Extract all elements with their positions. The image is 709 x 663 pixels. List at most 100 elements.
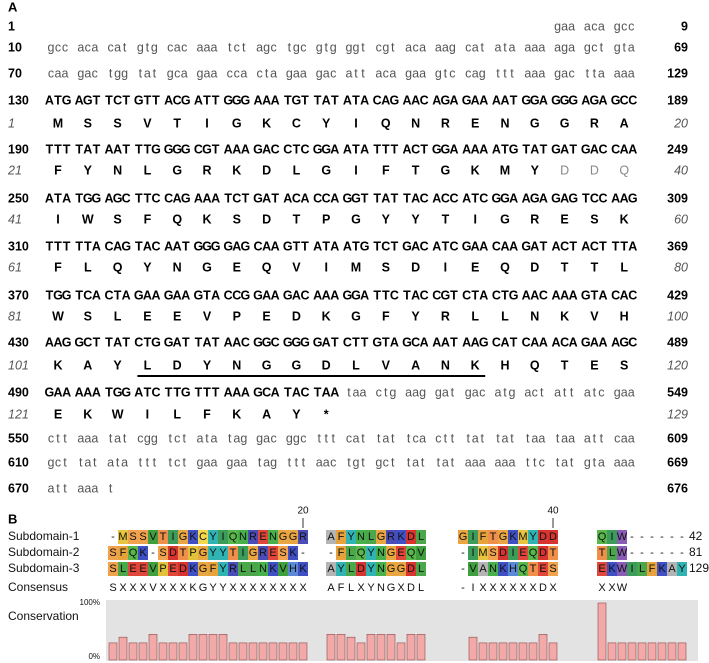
residue-cell: [518, 530, 528, 544]
residue-cell: [148, 530, 158, 544]
residue-cell: [637, 562, 647, 576]
residue-cell: [128, 546, 138, 560]
codons: gcc aca cat gtg cac aaa tct agc tgc gtg …: [48, 40, 635, 54]
row-start: 310: [8, 239, 29, 253]
residue-cell: [258, 530, 268, 544]
conservation-bar: [108, 642, 118, 661]
row-start: 41: [8, 212, 22, 226]
residue-cell: [617, 562, 627, 576]
residue-cell: [607, 530, 617, 544]
residues: E K W I L F K A Y *: [54, 407, 329, 421]
residues: D D Q: [560, 163, 629, 177]
row-end: 429: [667, 288, 688, 302]
residue-cell: [416, 530, 426, 544]
sequence-end: 129: [689, 561, 709, 575]
residue-cell: [138, 546, 148, 560]
codons: TTT TTA CAG TAC AAT GGG GAG CAA GTT ATA …: [46, 239, 638, 253]
residue-cell: [288, 530, 298, 544]
residue-cell: [597, 562, 607, 576]
residue-cell: [218, 530, 228, 544]
residue-cell: [326, 530, 336, 544]
residue-cell: [617, 530, 627, 544]
residue-cell: [498, 530, 508, 544]
residue-cell: [258, 546, 268, 560]
residue-cell: [178, 562, 188, 576]
residue-cell: [356, 530, 366, 544]
codons: GAA AAA TGG ATC TTG TTT AAA GCA TAC TAA: [45, 385, 340, 399]
residue-cell: [288, 546, 298, 560]
alignment-block: QIW------: [598, 531, 684, 543]
row-end: 669: [667, 455, 688, 469]
residue-cell: [148, 562, 158, 576]
alignment-block: EKWILFKAY: [598, 563, 686, 575]
conservation-tick-label: 100%: [80, 598, 100, 607]
codons: taa ctg aag gat gac atg act att atc gaa: [347, 385, 634, 399]
residue-cell: [488, 546, 498, 560]
row-end: 129: [667, 407, 688, 421]
conservation-bar: [118, 636, 128, 661]
residue-cell: [158, 530, 168, 544]
row-start: 670: [8, 481, 29, 495]
row-start: 130: [8, 93, 29, 107]
residue-cell: [396, 546, 406, 560]
alignment-block: -FLQYNGEQV: [329, 547, 425, 559]
codons: gct tat ata ttt tct gaa gaa tag ttt aac …: [48, 455, 635, 469]
conservation-bar: [148, 634, 158, 661]
conservation-bar: [238, 642, 248, 661]
residue-cell: [657, 562, 667, 576]
column-tick-label: 40: [547, 506, 559, 517]
residues: W S L E E V P E D K G F Y R L L N K V H: [52, 309, 629, 323]
residues: F L Q Y N G E Q V I M S D I E Q D T T L: [54, 260, 628, 274]
residues: I W S F Q K S D T P G Y Y T I G R E S K: [56, 212, 628, 226]
conservation-bar: [396, 642, 406, 661]
residue-cell: [346, 546, 356, 560]
conservation-bar: [168, 642, 178, 661]
residue-cell: [288, 562, 298, 576]
row-start: 101: [8, 358, 29, 372]
residue-cell: [597, 546, 607, 560]
conservation-bar: [386, 634, 396, 661]
row-end: 80: [674, 260, 688, 274]
residue-cell: [298, 530, 308, 544]
row-end: 609: [667, 431, 688, 445]
conservation-bar: [607, 642, 617, 661]
residue-cell: [108, 546, 118, 560]
residue-cell: [548, 530, 558, 544]
residue-cell: [406, 562, 416, 576]
residue-cell: [538, 562, 548, 576]
residue-cell: [416, 562, 426, 576]
residue-cell: [128, 530, 138, 544]
conservation-bar: [518, 642, 528, 661]
conservation-bar: [627, 642, 637, 661]
row-end: 369: [667, 239, 688, 253]
conservation-bar: [258, 642, 268, 661]
residue-cell: [238, 546, 248, 560]
residue-cell: [138, 562, 148, 576]
conservation-bar: [538, 634, 548, 661]
residue-cell: [248, 562, 258, 576]
conservation-bar: [298, 642, 308, 661]
alignment-block: TLW------: [599, 547, 685, 559]
residues: L D Y N G G D L V A N K: [144, 358, 480, 372]
residue-cell: [667, 562, 677, 576]
residue-cell: [268, 546, 278, 560]
residue-cell: [468, 530, 478, 544]
conservation-tick-label: 0%: [88, 652, 100, 661]
residue-cell: [168, 530, 178, 544]
residue-cell: [198, 530, 208, 544]
residue-cell: [528, 530, 538, 544]
residue-cell: [336, 530, 346, 544]
row-end: 129: [667, 66, 688, 80]
residue-cell: [498, 546, 508, 560]
row-end: 20: [673, 116, 688, 130]
residue-cell: [208, 546, 218, 560]
residue-cell: [336, 546, 346, 560]
residue-cell: [528, 546, 538, 560]
row-end: 549: [667, 385, 688, 399]
residues: H Q T E S: [500, 358, 628, 372]
residue-cell: [188, 546, 198, 560]
row-end: 69: [674, 40, 688, 54]
conservation-bar: [548, 642, 558, 661]
residue-cell: [268, 530, 278, 544]
residue-cell: [218, 562, 228, 576]
